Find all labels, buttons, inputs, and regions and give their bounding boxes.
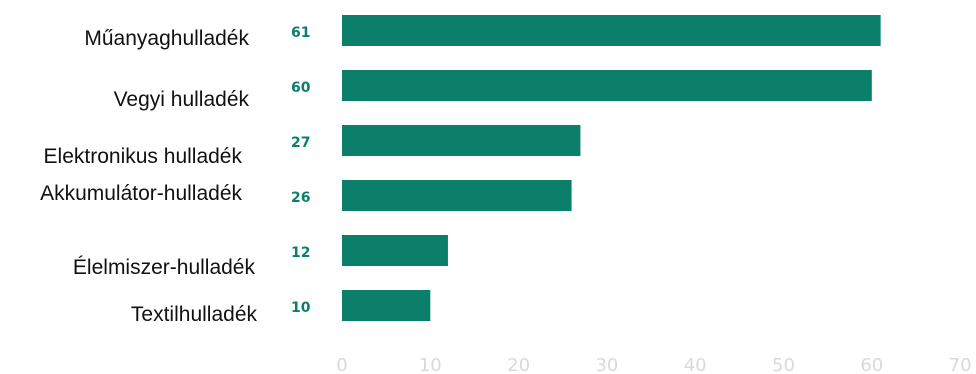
x-tick-20: 20: [507, 355, 530, 374]
bar-6: [342, 290, 431, 321]
x-tick-70: 70: [949, 355, 972, 374]
bar-4: [342, 180, 572, 211]
x-tick-10: 10: [419, 355, 442, 374]
x-tick-40: 40: [684, 355, 707, 374]
category-label-6: Textilhulladék: [131, 303, 258, 326]
value-label-3: 27: [291, 135, 310, 151]
value-label-6: 10: [291, 300, 311, 316]
x-tick-60: 60: [860, 355, 883, 374]
value-label-5: 12: [291, 245, 310, 261]
x-tick-50: 50: [772, 355, 795, 374]
category-label-3: Elektronikus hulladék: [44, 145, 243, 168]
x-tick-0: 0: [336, 355, 347, 374]
bar-1: [342, 15, 881, 46]
value-label-2: 60: [291, 80, 311, 96]
category-label-1: Műanyaghulladék: [84, 27, 249, 50]
value-labels: 61 60 27 26 12 10: [291, 25, 311, 316]
x-axis-ticks: 0 10 20 30 40 50 60 70: [336, 355, 971, 374]
bar-3: [342, 125, 581, 156]
category-label-4: Akkumulátor-hulladék: [40, 182, 242, 205]
bar-2: [342, 70, 872, 101]
category-labels: Műanyaghulladék Vegyi hulladék Elektroniku…: [40, 27, 257, 326]
bar-5: [342, 235, 448, 266]
bars-group: [342, 15, 881, 321]
value-label-4: 26: [291, 190, 310, 206]
category-label-2: Vegyi hulladék: [114, 88, 250, 111]
value-label-1: 61: [291, 25, 310, 41]
category-label-5: Élelmiszer-hulladék: [73, 256, 256, 279]
x-tick-30: 30: [595, 355, 618, 374]
